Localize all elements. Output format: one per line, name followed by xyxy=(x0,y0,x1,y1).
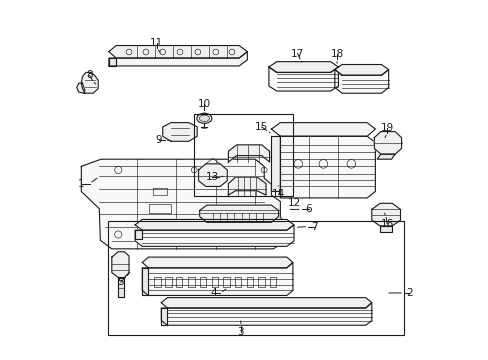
Bar xyxy=(165,277,171,287)
Text: 5: 5 xyxy=(117,277,124,287)
Polygon shape xyxy=(77,83,85,93)
Text: 9: 9 xyxy=(156,135,162,145)
Polygon shape xyxy=(109,45,247,58)
Bar xyxy=(188,277,194,287)
Polygon shape xyxy=(142,268,148,296)
Polygon shape xyxy=(280,136,375,198)
Polygon shape xyxy=(198,164,227,186)
Text: 19: 19 xyxy=(380,123,393,133)
Bar xyxy=(269,277,276,287)
Bar xyxy=(258,277,264,287)
Bar xyxy=(200,277,206,287)
Text: 13: 13 xyxy=(205,172,219,182)
Polygon shape xyxy=(135,225,293,246)
Polygon shape xyxy=(334,69,388,93)
Bar xyxy=(153,188,167,195)
Polygon shape xyxy=(228,145,269,162)
Text: 18: 18 xyxy=(330,49,343,59)
Polygon shape xyxy=(373,132,401,154)
Ellipse shape xyxy=(196,113,211,123)
Polygon shape xyxy=(334,64,388,75)
Bar xyxy=(234,277,241,287)
Polygon shape xyxy=(163,123,197,141)
Bar xyxy=(149,204,171,213)
Text: 15: 15 xyxy=(255,122,268,132)
Polygon shape xyxy=(112,252,129,278)
Polygon shape xyxy=(199,205,278,222)
Text: 16: 16 xyxy=(380,219,393,229)
Text: 3: 3 xyxy=(237,327,244,337)
Bar xyxy=(107,221,404,335)
Text: 11: 11 xyxy=(150,38,163,48)
Text: 2: 2 xyxy=(406,288,412,298)
Text: 4: 4 xyxy=(210,288,217,298)
Polygon shape xyxy=(271,136,280,192)
Polygon shape xyxy=(81,159,287,249)
Polygon shape xyxy=(109,51,247,66)
Text: 8: 8 xyxy=(86,70,93,80)
Bar xyxy=(176,277,182,287)
Polygon shape xyxy=(161,308,167,325)
Text: 10: 10 xyxy=(197,99,210,109)
Polygon shape xyxy=(109,58,116,66)
Bar xyxy=(211,277,218,287)
Polygon shape xyxy=(379,226,391,232)
Polygon shape xyxy=(371,203,400,226)
Bar xyxy=(223,277,229,287)
Text: 17: 17 xyxy=(290,49,304,59)
Polygon shape xyxy=(268,67,338,91)
Polygon shape xyxy=(81,72,98,93)
Text: 6: 6 xyxy=(305,204,312,215)
Text: 7: 7 xyxy=(310,222,317,231)
Polygon shape xyxy=(118,278,124,297)
Text: 12: 12 xyxy=(287,198,300,208)
Polygon shape xyxy=(161,303,371,325)
Polygon shape xyxy=(161,298,371,308)
Text: 1: 1 xyxy=(78,179,84,189)
Bar xyxy=(194,114,292,196)
Polygon shape xyxy=(142,257,292,268)
Bar xyxy=(154,277,161,287)
Bar xyxy=(246,277,253,287)
Polygon shape xyxy=(142,262,292,296)
Polygon shape xyxy=(268,62,338,72)
Polygon shape xyxy=(135,230,142,239)
Polygon shape xyxy=(228,177,265,195)
Polygon shape xyxy=(376,154,394,159)
Ellipse shape xyxy=(199,115,209,122)
Text: 14: 14 xyxy=(271,189,285,199)
Polygon shape xyxy=(135,220,293,230)
Polygon shape xyxy=(271,123,375,136)
